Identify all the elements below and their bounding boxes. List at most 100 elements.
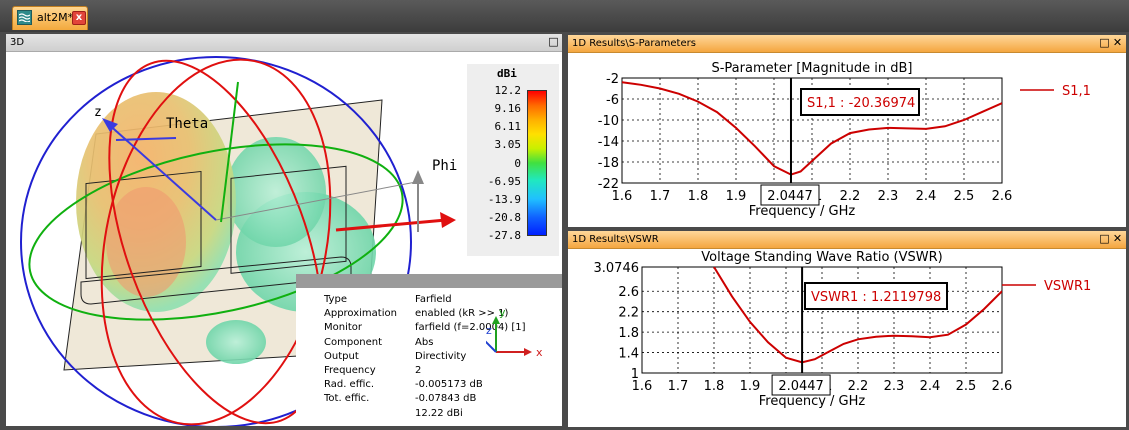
y-tick-label: 2.6 (618, 285, 639, 300)
y-tick-label: -22 (598, 177, 619, 192)
side-lobe (226, 137, 326, 247)
marker-x-label: 2.0447 (767, 189, 813, 204)
y-tick-label: -6 (606, 93, 619, 108)
info-key: Type (324, 294, 347, 305)
red-arrow-head (440, 212, 456, 228)
triad-z-label: z (486, 324, 492, 337)
info-value: -0.005173 dB (415, 379, 483, 391)
y-tick-label: 3.0746 (594, 261, 640, 276)
tab-close-icon[interactable]: x (72, 11, 86, 25)
info-key: Component (324, 336, 383, 348)
x-tick-label: 2.5 (956, 379, 977, 394)
triad-y-label: y (499, 306, 506, 319)
z-axis (105, 121, 217, 221)
document-tab[interactable]: alt2M* x (12, 6, 88, 30)
sparameter-panel-title: 1D Results\S-Parameters (572, 38, 696, 49)
marker-readout-box (800, 88, 920, 116)
green-vertical-line (220, 81, 239, 223)
info-key: Frequency (324, 365, 376, 376)
sparameter-header: 1D Results\S-Parameters □ ✕ (568, 35, 1126, 53)
info-key: Rad. effic. (324, 379, 375, 391)
info-key: Monitor (324, 322, 363, 334)
antenna-outline (85, 170, 202, 280)
x-tick-label: 1.8 (704, 379, 725, 394)
y-tick-label: -14 (598, 135, 619, 150)
scale-label: -13.9 (487, 193, 521, 206)
vswr-chart[interactable]: Voltage Standing Wave Ratio (VSWR) 1.6 1.7… (568, 249, 1126, 427)
series-line (713, 267, 1002, 364)
axis-label-z: z (94, 105, 102, 120)
vswr-panel[interactable]: 1D Results\VSWR □ ✕ Voltage Standing Wav… (568, 231, 1126, 427)
close-icon[interactable]: ✕ (1112, 232, 1123, 245)
orientation-triad: x y z (486, 306, 543, 359)
chart-title: Voltage Standing Wave Ratio (VSWR) (701, 250, 942, 265)
scale-label: 0 (514, 157, 521, 170)
marker-readout: VSWR1 : 1.2119798 (811, 290, 941, 305)
app-logo-icon (17, 10, 32, 25)
main-lobe-highlight (106, 187, 186, 297)
marker-x-box (760, 184, 820, 206)
phi-ring-green (28, 143, 404, 321)
x-tick-label: 1.8 (688, 189, 709, 204)
red-direction-arrow (335, 218, 447, 232)
info-value: Directivity (415, 350, 467, 362)
view-3d-panel[interactable]: 3D □ (6, 34, 562, 426)
view-3d-title: 3D (10, 37, 25, 48)
theta-ring-red-2 (108, 59, 324, 425)
scale-label: -20.8 (487, 211, 521, 224)
maximize-icon[interactable]: □ (1099, 232, 1110, 245)
marker-x-box (771, 374, 831, 396)
info-value: farfield (f=2.0004) [1] (415, 322, 526, 334)
info-value: Farfield (415, 294, 452, 305)
axis-label-phi: Phi (432, 158, 457, 174)
x-tick-label: 1.7 (650, 189, 671, 204)
info-key: Output (324, 350, 359, 362)
info-key: Approximation (324, 308, 397, 320)
grey-arrow-head (412, 170, 424, 184)
maximize-icon[interactable]: □ (548, 35, 559, 48)
scale-label: -27.8 (487, 229, 521, 242)
theta-arrow (115, 137, 177, 141)
info-value: 12.22 dBi (415, 407, 463, 419)
y-tick-label: 1.4 (618, 347, 639, 362)
view-3d-header: 3D □ (6, 34, 562, 52)
info-value: Abs (415, 336, 434, 348)
theta-ring-blue (20, 56, 412, 426)
y-tick-label: 1.8 (618, 326, 639, 341)
tab-title: alt2M* (37, 11, 74, 24)
farfield-3d-scene[interactable]: z Theta Phi (6, 52, 562, 426)
y-tick-label: -10 (598, 114, 619, 129)
triad-x-label: x (536, 346, 543, 359)
x-axis-label: Frequency / GHz (759, 394, 866, 409)
sparameter-chart[interactable]: S-Parameter [Magnitude in dB] 1.6 1.7 1.8 1.… (568, 53, 1126, 227)
maximize-icon[interactable]: □ (1099, 36, 1110, 49)
info-value: -0.07843 dB (415, 393, 477, 405)
y-tick-label: 1 (631, 367, 639, 382)
x-tick-label: 2.5 (954, 189, 975, 204)
y-tick-label: 2.2 (618, 306, 639, 321)
x-tick-label: 1.6 (612, 189, 633, 204)
marker-readout-box (804, 282, 948, 310)
color-scale-legend: dBi 12.2 9.16 6.11 3.05 0 -6.95 -13.9 -2… (467, 64, 559, 256)
x-tick-label: 2.2 (840, 189, 861, 204)
theta-ring-red (100, 58, 332, 426)
series-line (622, 81, 1002, 176)
legend-label: VSWR1 (1044, 279, 1091, 294)
x-tick-label: 2.2 (848, 379, 869, 394)
vswr-header: 1D Results\VSWR □ ✕ (568, 231, 1126, 249)
x-tick-label: 2.4 (916, 189, 937, 204)
scale-unit: dBi (497, 67, 517, 80)
x-tick-label: 1.7 (668, 379, 689, 394)
chart-title: S-Parameter [Magnitude in dB] (711, 61, 912, 76)
info-value: enabled (kR >> 1) (415, 308, 509, 320)
x-tick-label: 2.3 (878, 189, 899, 204)
antenna-outline (230, 165, 347, 274)
x-tick-label: 1.9 (740, 379, 761, 394)
x-tick-label: 2.6 (992, 379, 1013, 394)
color-scale-bar (527, 90, 547, 236)
farfield-info-box: Type Farfield Approximation enabled (kR >> … (296, 274, 562, 426)
info-key: Tot. effic. (324, 393, 370, 405)
x-tick-label: 1.9 (726, 189, 747, 204)
sparameter-panel[interactable]: 1D Results\S-Parameters □ ✕ S-Parameter … (568, 35, 1126, 227)
close-icon[interactable]: ✕ (1112, 36, 1123, 49)
